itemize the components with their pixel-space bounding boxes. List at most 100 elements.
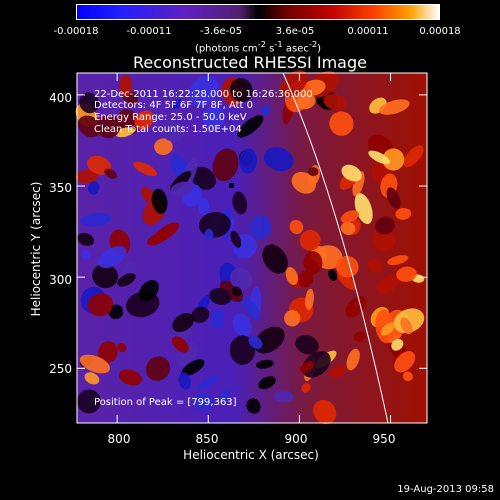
- emission-blob: [305, 288, 314, 311]
- emission-blob: [170, 181, 194, 196]
- x-tick-label: 800: [107, 432, 131, 446]
- emission-blob: [263, 147, 294, 172]
- emission-blob: [232, 313, 252, 338]
- emission-blob: [193, 393, 213, 411]
- emission-blob: [229, 78, 253, 103]
- emission-blob: [84, 372, 100, 385]
- emission-blob: [329, 364, 346, 379]
- emission-blob: [133, 161, 157, 177]
- emission-blob: [196, 375, 219, 390]
- emission-blob: [202, 106, 225, 129]
- emission-blob: [387, 255, 409, 266]
- emission-blob: [386, 187, 401, 209]
- emission-blob: [313, 399, 337, 425]
- emission-blob: [171, 161, 184, 175]
- emission-blob: [80, 249, 92, 260]
- emission-blob: [79, 354, 111, 374]
- emission-blob: [77, 115, 101, 138]
- plot-frame: [76, 72, 428, 424]
- emission-blob: [382, 148, 405, 171]
- emission-blob: [171, 98, 183, 109]
- emission-blob: [191, 306, 210, 323]
- emission-blob: [341, 164, 362, 182]
- emission-blob: [368, 150, 391, 165]
- y-tick-label: 350: [49, 181, 72, 195]
- emission-blob: [367, 258, 383, 273]
- emission-blob: [380, 322, 396, 336]
- emission-blob: [118, 75, 133, 97]
- y-tick-label: 300: [49, 273, 72, 287]
- emission-blob: [211, 308, 225, 330]
- emission-blob: [394, 351, 416, 373]
- emission-blob: [403, 145, 424, 168]
- emission-blob: [146, 231, 170, 246]
- emission-blob: [151, 188, 168, 214]
- emission-blob: [395, 207, 412, 220]
- axis-ticks: [77, 73, 427, 423]
- emission-blob: [77, 232, 95, 246]
- energy-range-label: Energy Range: 25.0 - 50.0 keV: [94, 112, 247, 123]
- emission-blob: [329, 111, 354, 136]
- colorbar-tick: 3.6e-05: [275, 26, 315, 37]
- emission-blob: [246, 398, 261, 414]
- x-tick-label: 900: [284, 432, 308, 446]
- emission-blob: [237, 115, 264, 138]
- emission-blob: [396, 266, 417, 282]
- emission-blob: [323, 94, 347, 111]
- emission-blob: [303, 251, 323, 275]
- emission-blob: [218, 389, 231, 404]
- emission-blob: [378, 99, 410, 115]
- colorbar: [76, 4, 440, 20]
- emission-blob: [181, 359, 205, 377]
- emission-blob: [249, 215, 272, 240]
- emission-blob: [230, 230, 242, 248]
- emission-blob: [308, 167, 319, 177]
- emission-blob: [352, 171, 365, 197]
- emission-blob: [284, 310, 301, 327]
- emission-blob: [241, 296, 261, 320]
- colorbar-tick: -3.6e-05: [200, 26, 242, 37]
- emission-blob: [295, 334, 319, 355]
- method-label: Clean Total counts: 1.50E+04: [94, 124, 242, 135]
- emission-blob: [299, 229, 321, 251]
- y-tick-label: 250: [49, 362, 72, 376]
- emission-blob: [372, 227, 396, 252]
- colorbar-unit: (photons cm-2 s-1 asec-2): [194, 39, 322, 55]
- emission-blob: [301, 383, 311, 393]
- emission-blob: [232, 191, 248, 215]
- time-range-label: 22-Dec-2011 16:22:28.000 to 16:26:36.000: [94, 89, 313, 100]
- emission-blob: [302, 351, 331, 378]
- emission-blob: [161, 121, 185, 142]
- emission-blob: [104, 168, 117, 179]
- emission-blob: [248, 335, 263, 349]
- emission-blob: [77, 389, 101, 414]
- emission-blob: [346, 348, 360, 371]
- emission-blob: [298, 270, 314, 288]
- emission-blob: [134, 110, 155, 130]
- emission-blob: [172, 313, 194, 333]
- emission-blob: [345, 295, 367, 318]
- timestamp-footer: 19-Aug-2013 09:58: [397, 484, 494, 495]
- emission-blob: [145, 356, 171, 381]
- colorbar-tick: 0.00018: [419, 26, 461, 37]
- emission-blob: [189, 75, 219, 106]
- emission-blob: [80, 212, 112, 227]
- emission-blob: [337, 271, 357, 291]
- y-axis-label: Heliocentric Y (arcsec): [29, 181, 43, 317]
- emission-blob: [296, 93, 316, 110]
- emission-blob: [229, 267, 253, 290]
- emission-blob: [138, 280, 159, 302]
- emission-blob: [88, 181, 100, 195]
- emission-blob: [254, 326, 285, 354]
- emission-blobs: [75, 70, 425, 425]
- emission-blob: [117, 342, 127, 353]
- emission-blob: [178, 372, 191, 390]
- emission-blob: [115, 127, 135, 138]
- emission-blob: [402, 371, 413, 382]
- emission-blob: [285, 267, 298, 285]
- detectors-label: Detectors: 4F 5F 6F 7F 8F, Att 0: [94, 100, 254, 111]
- emission-blob: [98, 341, 118, 363]
- emission-blob: [117, 273, 136, 287]
- emission-blob: [328, 269, 338, 281]
